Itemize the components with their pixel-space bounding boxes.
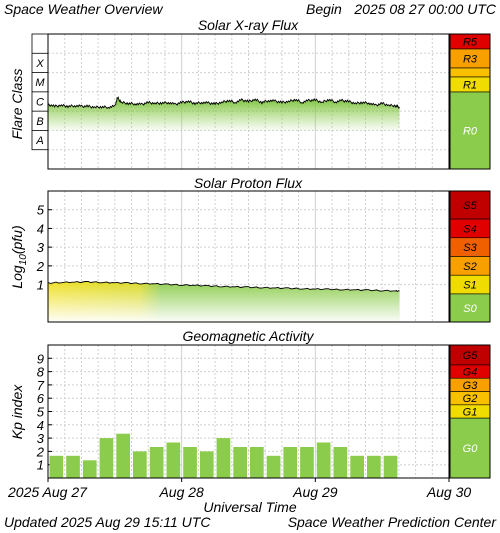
kp-bar — [250, 447, 264, 478]
scale-label-s1: S1 — [463, 280, 476, 292]
y-tick-label: 2 — [36, 444, 45, 459]
kp-bar — [266, 455, 281, 478]
scale-label-g2: G2 — [463, 393, 478, 405]
kp-bar — [300, 447, 314, 478]
grid — [48, 191, 449, 322]
x-tick-label: 2025 Aug 27 — [7, 484, 88, 500]
scale-label-s5: S5 — [463, 200, 477, 212]
updated-label: Updated — [4, 514, 58, 530]
x-tick-label: Aug 30 — [426, 484, 472, 500]
y-tick-label: 9 — [37, 351, 44, 366]
proton-series — [47, 281, 400, 322]
scale-frame — [449, 33, 491, 170]
radiation-storm-scale: S5 S4 S3 S2 S1 S0 — [449, 190, 491, 323]
y-tick-label: 5 — [37, 203, 45, 218]
kp-bar — [183, 447, 197, 478]
class-label-a: A — [35, 135, 43, 147]
x-tick-label: Aug 28 — [158, 484, 204, 500]
kp-bar — [350, 455, 364, 478]
scale-box-r2-gap — [449, 67, 491, 78]
scale-label-s3: S3 — [463, 242, 477, 254]
scale-label-s4: S4 — [463, 223, 476, 235]
kp-bar — [133, 451, 147, 478]
updated-value: 2025 Aug 29 15:11 UTC — [60, 514, 211, 530]
y-tick-label: 2 — [36, 259, 45, 274]
plot-frame — [47, 344, 450, 479]
plot-frame — [47, 190, 450, 323]
scale-frame — [449, 190, 491, 323]
y-tick-label: 4 — [37, 221, 44, 236]
xray-area — [48, 97, 400, 131]
kp-bar — [233, 447, 247, 478]
scale-label-r1: R1 — [463, 80, 477, 92]
proton-y-axis-label: Log10(pfu) — [9, 225, 29, 288]
proton-y-ticks: 1 2 3 4 5 — [36, 203, 52, 293]
app-title: Space Weather Overview — [4, 1, 163, 17]
kp-bar — [283, 447, 298, 478]
kp-bar — [166, 442, 181, 478]
scale-box-s5 — [449, 190, 491, 220]
proton-line — [47, 281, 400, 293]
y-tick-label: 1 — [37, 458, 44, 473]
y-tick-label: 7 — [37, 378, 45, 393]
y-tick-label: 4 — [37, 418, 44, 433]
radio-blackout-scale: R5 R3 R1 R0 — [449, 33, 491, 170]
kp-bar — [99, 438, 114, 478]
scale-label-g1: G1 — [463, 407, 478, 419]
kp-bars — [49, 433, 398, 478]
grid — [48, 345, 449, 478]
kp-bar — [149, 447, 164, 478]
scale-label-g3: G3 — [463, 380, 479, 392]
kp-bar — [199, 451, 214, 478]
class-label-m: M — [35, 77, 45, 89]
x-tick-label: Aug 29 — [292, 484, 338, 500]
kp-bar — [367, 455, 381, 478]
scale-label-s2: S2 — [463, 261, 476, 273]
xray-y-axis-label: Flare Class — [9, 69, 25, 140]
y-tick-label: 3 — [37, 431, 45, 446]
scale-label-r5: R5 — [463, 37, 478, 49]
scale-label-g5: G5 — [463, 350, 479, 362]
xray-series — [47, 96, 400, 131]
xray-line — [47, 96, 400, 110]
class-label-b: B — [36, 116, 43, 128]
geomag-panel-title: Geomagnetic Activity — [183, 328, 315, 344]
scale-label-r0: R0 — [463, 126, 478, 138]
scale-label-g0: G0 — [463, 443, 479, 455]
kp-bar — [116, 433, 130, 478]
scale-frame — [449, 344, 491, 479]
class-label-c: C — [36, 97, 44, 109]
x-tick-labels: 2025 Aug 27 Aug 28 Aug 29 Aug 30 — [7, 478, 471, 500]
kp-bar — [66, 455, 80, 478]
proton-area-fade — [48, 281, 400, 322]
source-credit: Space Weather Prediction Center — [288, 514, 498, 530]
y-tick-label: 1 — [37, 278, 44, 293]
y-tick-label: 6 — [37, 391, 45, 406]
scale-label-s0: S0 — [463, 303, 477, 315]
y-tick-label: 5 — [37, 405, 45, 420]
y-tick-label: 8 — [37, 365, 45, 380]
kp-bar — [82, 460, 97, 478]
xray-panel-title: Solar X-ray Flux — [198, 17, 299, 33]
proton-panel-title: Solar Proton Flux — [194, 175, 303, 191]
geomag-y-axis-label: Kp index — [9, 384, 25, 439]
scale-box-r0 — [449, 91, 491, 170]
class-label-x: X — [35, 58, 44, 70]
kp-bar — [49, 455, 64, 478]
begin-value: 2025 08 27 00:00 UTC — [353, 1, 497, 17]
kp-bar — [216, 438, 231, 478]
kp-bar — [333, 447, 348, 478]
plot-frame — [47, 33, 450, 170]
scale-label-r3: R3 — [463, 54, 478, 66]
y-tick-label: 3 — [37, 240, 45, 255]
x-axis-title: Universal Time — [203, 499, 296, 515]
scale-label-g4: G4 — [463, 367, 478, 379]
kp-bar — [316, 442, 331, 478]
kp-bar — [383, 455, 398, 478]
begin-label: Begin — [306, 1, 342, 17]
